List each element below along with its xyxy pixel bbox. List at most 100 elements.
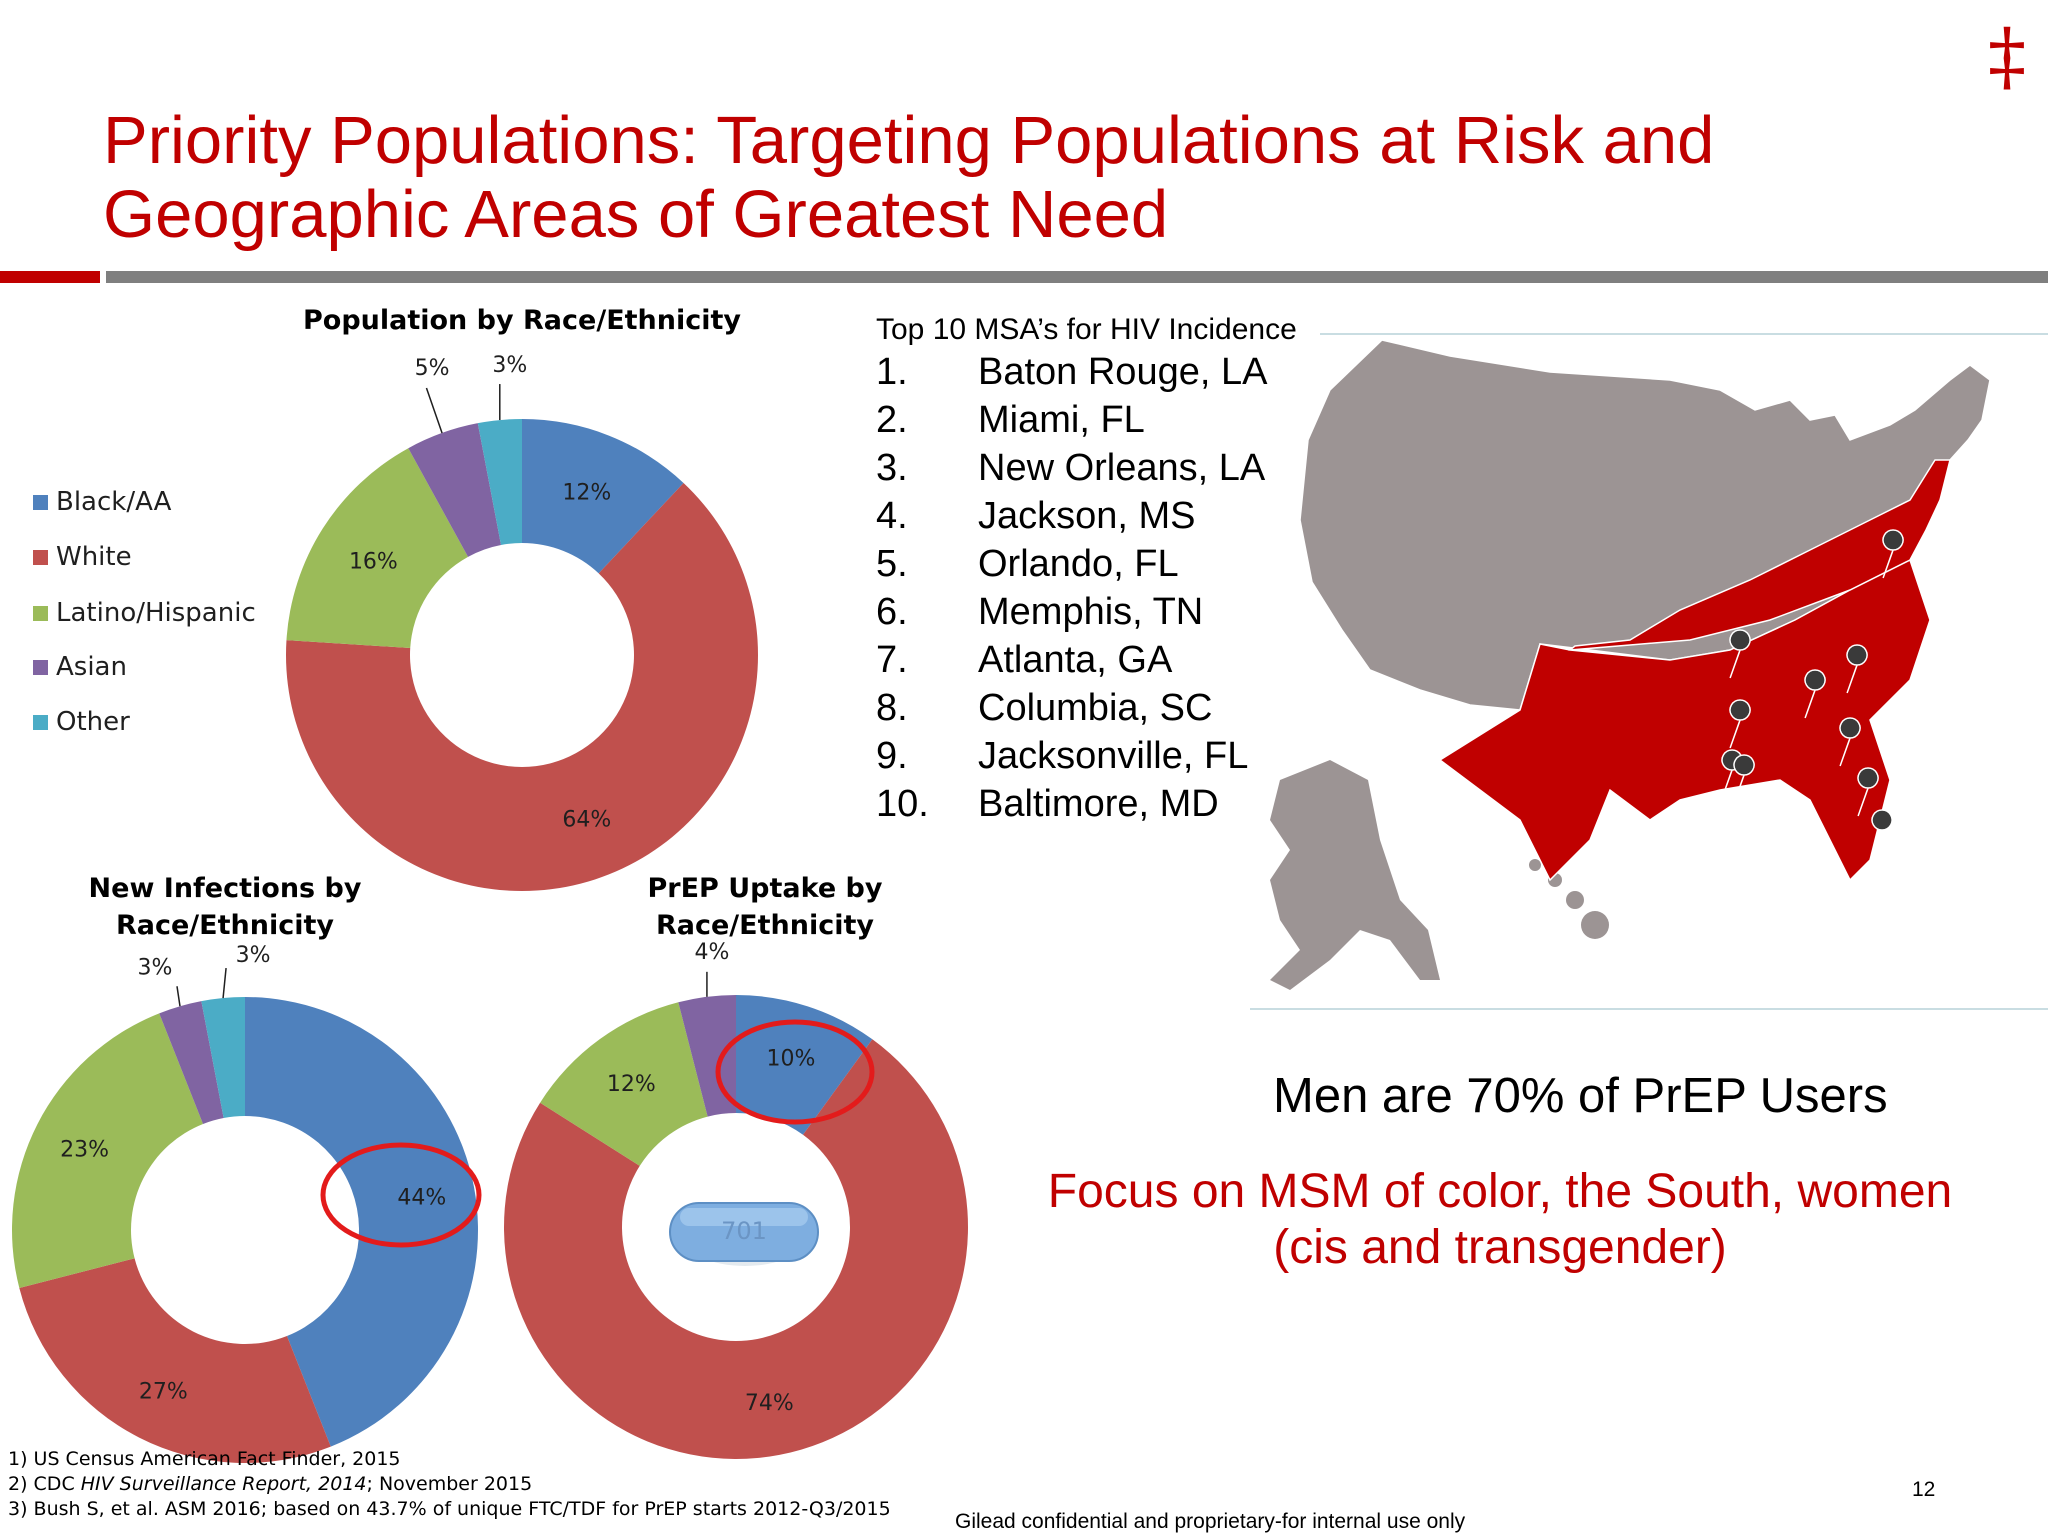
- donut-slice-white: [285, 482, 758, 892]
- list-item-label: Memphis, TN: [978, 591, 1204, 633]
- reference-2-title: HIV Surveillance Report, 2014: [80, 1473, 367, 1495]
- list-item-label: Atlanta, GA: [978, 639, 1173, 681]
- title-rule-gray: [106, 271, 2048, 283]
- legend-label: White: [56, 542, 132, 572]
- list-item-label: Baton Rouge, LA: [978, 351, 1268, 393]
- legend-label: Latino/Hispanic: [56, 598, 256, 628]
- confidential-notice: Gilead confidential and proprietary-for …: [955, 1510, 1466, 1533]
- data-label: 5%: [415, 356, 450, 381]
- legend-swatch: [33, 659, 48, 675]
- legend-item-black: Black/AA: [33, 487, 171, 517]
- donut-prep-uptake: 10% 74% 12% 4%: [503, 940, 968, 1459]
- slide-title: Priority Populations: Targeting Populati…: [103, 104, 1903, 252]
- reference-1: 1) US Census American Fact Finder, 2015: [8, 1448, 401, 1470]
- legend-item-asian: Asian: [33, 652, 127, 682]
- msa-list: Top 10 MSA’s for HIV Incidence 1. Baton R…: [876, 312, 1297, 828]
- donut-slice-other: [201, 997, 245, 1119]
- list-item: 10. Baltimore, MD: [876, 780, 1297, 828]
- pin-icon: [1729, 629, 1751, 679]
- chart-title-population: Population by Race/Ethnicity: [302, 305, 742, 336]
- list-item-label: Jacksonville, FL: [978, 735, 1249, 777]
- pin-icon: [1804, 669, 1826, 719]
- donut-population: 12% 64% 16% 5% 3%: [285, 353, 758, 892]
- donut-slice-latino-hispanic: [12, 1013, 204, 1288]
- list-item-number: 10.: [876, 783, 929, 825]
- donut-slice-white: [19, 1258, 331, 1463]
- donut-slice-black-aa: [245, 997, 479, 1447]
- list-item-number: 7.: [876, 639, 908, 681]
- legend-label: Other: [56, 707, 130, 737]
- reference-2-prefix: 2) CDC: [8, 1473, 81, 1495]
- chart-title-infections: New Infections by Race/Ethnicity: [50, 870, 400, 944]
- data-label: 74%: [745, 1391, 794, 1416]
- leader-line: [176, 986, 181, 1007]
- list-item-label: Columbia, SC: [978, 687, 1213, 729]
- pin-icon: [1857, 767, 1879, 817]
- reference-2-suffix: ; November 2015: [366, 1473, 533, 1495]
- list-item-number: 1.: [876, 351, 908, 393]
- chart-title-line: Race/Ethnicity: [115, 910, 334, 941]
- pin-icon: [1871, 809, 1893, 859]
- company-logo: ‡: [1988, 11, 2026, 100]
- donut-slice-asian: [159, 1001, 224, 1125]
- legend-swatch: [33, 549, 48, 565]
- page-number: 12: [1912, 1478, 1936, 1501]
- highlight-circle-10: [715, 1019, 875, 1125]
- map-hawaii: [1529, 859, 1609, 939]
- legend-item-latino: Latino/Hispanic: [33, 598, 256, 628]
- title-rule-red: [0, 271, 100, 283]
- list-item-label: New Orleans, LA: [978, 447, 1266, 489]
- data-label: 3%: [138, 955, 173, 980]
- list-item-number: 4.: [876, 495, 908, 537]
- list-item: 6. Memphis, TN: [876, 588, 1297, 636]
- data-label: 64%: [562, 808, 611, 833]
- list-item-number: 2.: [876, 399, 908, 441]
- list-item-number: 5.: [876, 543, 908, 585]
- leader-line: [425, 387, 443, 434]
- msa-list-title: Top 10 MSA’s for HIV Incidence: [876, 313, 1297, 346]
- data-label: 12%: [562, 480, 611, 505]
- pin-icon: [1839, 717, 1861, 767]
- list-item-number: 9.: [876, 735, 908, 777]
- donut-slice-white: [503, 1039, 968, 1459]
- data-label: 3%: [236, 943, 271, 968]
- focus-line-2: (cis and transgender): [1273, 1221, 1727, 1274]
- legend-swatch: [33, 605, 48, 621]
- references: 1) US Census American Fact Finder, 2015 …: [8, 1447, 891, 1522]
- data-label: 4%: [694, 940, 729, 965]
- donut-slice-latino-hispanic: [540, 1002, 708, 1166]
- donut-charts: 12%64%16%5% 3% 44%27%23%3% 3% 10%74%12%4% …: [12, 353, 968, 1463]
- legend-label: Black/AA: [56, 487, 172, 517]
- pill-imprint: 701: [721, 1217, 767, 1245]
- chart-title-prep: PrEP Uptake by Race/Ethnicity: [590, 870, 940, 944]
- legend-swatch: [33, 494, 48, 510]
- list-item-label: Baltimore, MD: [978, 783, 1219, 825]
- list-item-number: 8.: [876, 687, 908, 729]
- list-item: 7. Atlanta, GA: [876, 636, 1297, 684]
- donut-slice-latino-hispanic: [286, 448, 469, 648]
- map-alaska: [1270, 760, 1440, 990]
- donut-new-infections: 44% 27% 23% 3% 3%: [12, 943, 479, 1463]
- legend-label: Asian: [56, 652, 127, 682]
- list-item: 4. Jackson, MS: [876, 492, 1297, 540]
- data-label: 3%: [492, 353, 527, 378]
- list-item-label: Orlando, FL: [978, 543, 1179, 585]
- list-item: 8. Columbia, SC: [876, 684, 1297, 732]
- chart-title-line: New Infections by: [88, 873, 362, 904]
- data-label: 44%: [397, 1185, 446, 1210]
- list-item: 1. Baton Rouge, LA: [876, 348, 1297, 396]
- data-label: 27%: [139, 1379, 188, 1404]
- list-item-label: Miami, FL: [978, 399, 1145, 441]
- list-item-number: 3.: [876, 447, 908, 489]
- reference-2: 2) CDC HIV Surveillance Report, 2014; No…: [8, 1472, 891, 1497]
- pin-icon: [1882, 529, 1904, 579]
- donut-slice-black-aa: [522, 419, 684, 574]
- pin-icon: [1733, 754, 1755, 804]
- data-label: 10%: [767, 1047, 816, 1072]
- map-states-south: [1438, 459, 1951, 882]
- pin-icon: [1729, 699, 1751, 749]
- leader-line: [222, 967, 227, 999]
- list-item-label: Jackson, MS: [978, 495, 1196, 537]
- legend-item-other: Other: [33, 707, 130, 737]
- data-label: 12%: [607, 1072, 656, 1097]
